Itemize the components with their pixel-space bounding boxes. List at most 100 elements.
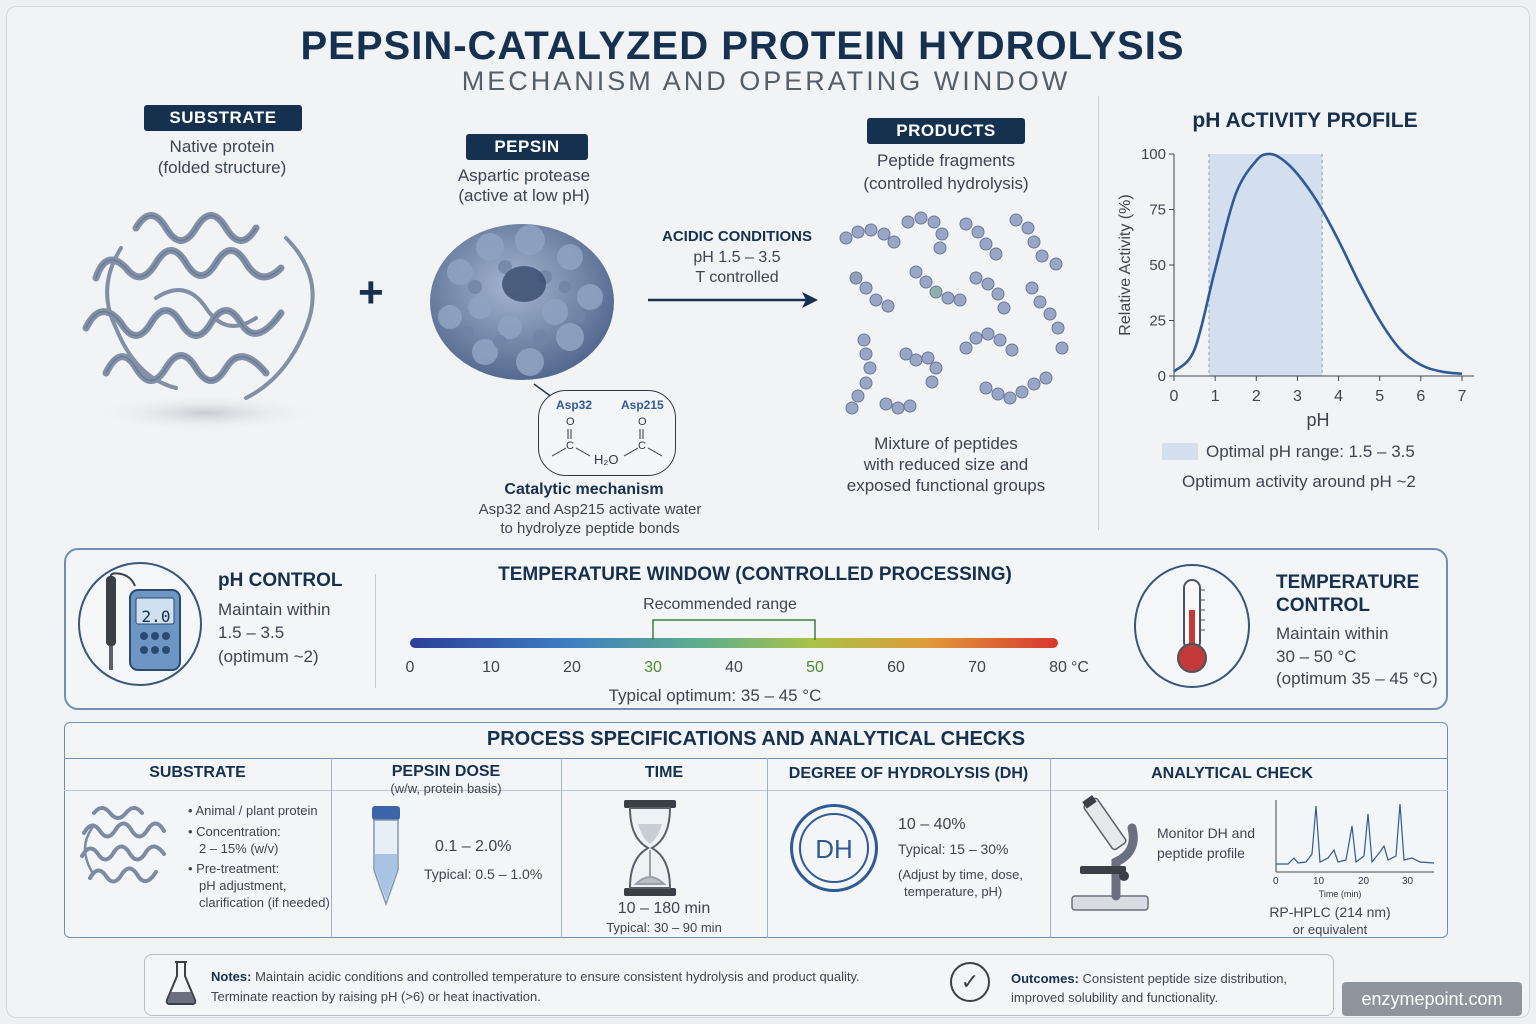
temp-tick-label: 40: [725, 659, 743, 676]
carbon-right: C: [638, 440, 646, 452]
spec-dh-typical: Typical: 15 – 30%: [898, 841, 1009, 857]
spec-substrate-b2: • Concentration:: [188, 824, 281, 839]
substrate-small-protein-icon: [80, 806, 166, 884]
spec-analytical-alt: or equivalent: [1292, 922, 1368, 937]
spec-substrate-b3: • Pre-treatment:: [188, 861, 280, 876]
spec-dh-header: DEGREE OF HYDROLYSIS (DH): [788, 765, 1029, 782]
temp-tick-label: 30: [644, 659, 662, 676]
flask-icon: [165, 961, 197, 1005]
dh-badge-ring: [790, 804, 878, 892]
outcomes-line-2: improved solubility and functionality.: [1011, 990, 1219, 1005]
spec-col-divider-4: [1050, 758, 1051, 938]
outcomes-line-1: Outcomes: Consistent peptide size distri…: [1011, 971, 1288, 986]
dh-badge-text: DH: [815, 834, 853, 864]
y-tick-label: 50: [1149, 257, 1166, 274]
spec-dh-value: 10 – 40%: [898, 816, 966, 833]
spec-col-divider-1: [331, 758, 332, 938]
temp-control-line-2: 30 – 50 °C: [1276, 647, 1357, 666]
oxygen-right: O: [638, 416, 647, 428]
y-axis-label: Relative Activity (%): [1117, 194, 1134, 335]
recommended-range-bracket: [652, 619, 816, 640]
mechanism-title: Catalytic mechanism: [504, 481, 664, 498]
asp215-label: Asp215: [621, 398, 664, 412]
spec-time-typical: Typical: 30 – 90 min: [606, 920, 722, 935]
hplc-tick-0: 0: [1273, 876, 1279, 887]
spec-time-value: 10 – 180 min: [617, 900, 711, 917]
x-tick-label: 2: [1252, 388, 1261, 405]
x-axis-label: pH: [1306, 410, 1329, 430]
hplc-tick-30: 30: [1402, 876, 1414, 887]
pepsin-desc-1: Aspartic protease: [457, 166, 591, 185]
plus-sign: +: [358, 268, 384, 317]
legend-swatch: [1162, 443, 1198, 460]
temp-tick-label: 10: [482, 659, 500, 676]
oxygen-left: O: [566, 416, 575, 428]
substrate-label: SUBSTRATE: [144, 105, 302, 131]
x-tick-label: 5: [1375, 388, 1384, 405]
mechanism-line-2: to hydrolyze peptide bonds: [500, 520, 680, 537]
notes-line-1: Notes: Maintain acidic conditions and co…: [211, 969, 860, 984]
reaction-arrow: [648, 292, 818, 308]
x-tick-label: 3: [1293, 388, 1302, 405]
spec-analytical-line-1: Monitor DH and: [1157, 825, 1256, 841]
temp-tick-label: 0: [406, 659, 415, 676]
pepsin-desc-2: (active at low pH): [458, 186, 590, 205]
conditions-title: ACIDIC CONDITIONS: [662, 228, 812, 245]
spec-analytical-method: RP-HPLC (214 nm): [1269, 904, 1391, 920]
spec-substrate-b1: • Animal / plant protein: [188, 803, 318, 818]
mechanism-bonds: [551, 429, 663, 457]
legend-optimal-range: Optimal pH range: 1.5 – 3.5: [1206, 442, 1415, 461]
y-tick-label: 25: [1149, 313, 1166, 330]
temp-window-title: TEMPERATURE WINDOW (CONTROLLED PROCESSIN…: [498, 564, 1012, 585]
specs-header-rule-2: [64, 790, 1448, 791]
hplc-tick-10: 10: [1313, 876, 1325, 887]
temp-control-title-2: CONTROL: [1276, 595, 1370, 616]
spec-substrate-header: SUBSTRATE: [149, 764, 246, 781]
hplc-tick-20: 20: [1358, 876, 1370, 887]
native-protein-illustration: [82, 212, 316, 431]
control-divider: [375, 574, 376, 688]
dh-badge-inner: [799, 813, 869, 883]
spec-substrate-b3b: pH adjustment,: [199, 878, 287, 893]
hplc-chromatogram: [1275, 800, 1435, 873]
section-divider: [1098, 96, 1099, 530]
conditions-ph: pH 1.5 – 3.5: [693, 249, 781, 266]
substrate-desc-2: (folded structure): [157, 158, 287, 177]
substrate-desc-1: Native protein: [169, 137, 275, 156]
page-title: PEPSIN-CATALYZED PROTEIN HYDROLYSIS: [300, 24, 1185, 68]
notes-line-2: Terminate reaction by raising pH (>6) or…: [211, 989, 541, 1004]
spec-dose-sub: (w/w, protein basis): [390, 781, 502, 796]
y-tick-label: 100: [1141, 146, 1166, 163]
spec-analytical-header: ANALYTICAL CHECK: [1151, 765, 1313, 782]
spec-dh-note-1: (Adjust by time, dose,: [898, 867, 1023, 882]
temp-optimum: Typical optimum: 35 – 45 °C: [608, 686, 822, 705]
temp-control-title-1: TEMPERATURE: [1276, 572, 1420, 593]
temp-tick-label: 80: [1049, 659, 1067, 676]
spec-dh-note-2: temperature, pH): [904, 884, 1003, 899]
hplc-xlabel: Time (min): [1318, 889, 1362, 899]
recommended-range-label: Recommended range: [643, 596, 797, 613]
mixture-line-1: Mixture of peptides: [874, 434, 1018, 453]
peptide-fragments-illustration: [839, 211, 1069, 415]
microscope-icon: [1071, 795, 1149, 911]
temp-tick-label: 20: [563, 659, 581, 676]
mixture-line-3: exposed functional groups: [846, 476, 1046, 495]
x-tick-label: 6: [1416, 388, 1425, 405]
conditions-temp: T controlled: [695, 269, 779, 286]
products-desc-1: Peptide fragments: [877, 151, 1015, 170]
pepsin-label: PEPSIN: [466, 134, 588, 160]
spec-dose-typical: Typical: 0.5 – 1.0%: [424, 866, 543, 882]
temp-control-line-3: (optimum 35 – 45 °C): [1276, 669, 1438, 688]
x-tick-label: 7: [1458, 388, 1467, 405]
carbon-left: C: [566, 440, 574, 452]
hourglass-icon: [624, 800, 676, 896]
mechanism-box: [538, 390, 676, 476]
temperature-gradient-bar: [410, 638, 1058, 648]
products-desc-2: (controlled hydrolysis): [863, 174, 1029, 193]
asp32-label: Asp32: [556, 398, 593, 412]
spec-time-header: TIME: [644, 764, 684, 781]
products-label: PRODUCTS: [867, 118, 1025, 144]
water-label: H₂O: [594, 452, 619, 467]
mechanism-line-1: Asp32 and Asp215 activate water: [478, 501, 702, 518]
pepsin-enzyme-illustration: [430, 224, 614, 380]
